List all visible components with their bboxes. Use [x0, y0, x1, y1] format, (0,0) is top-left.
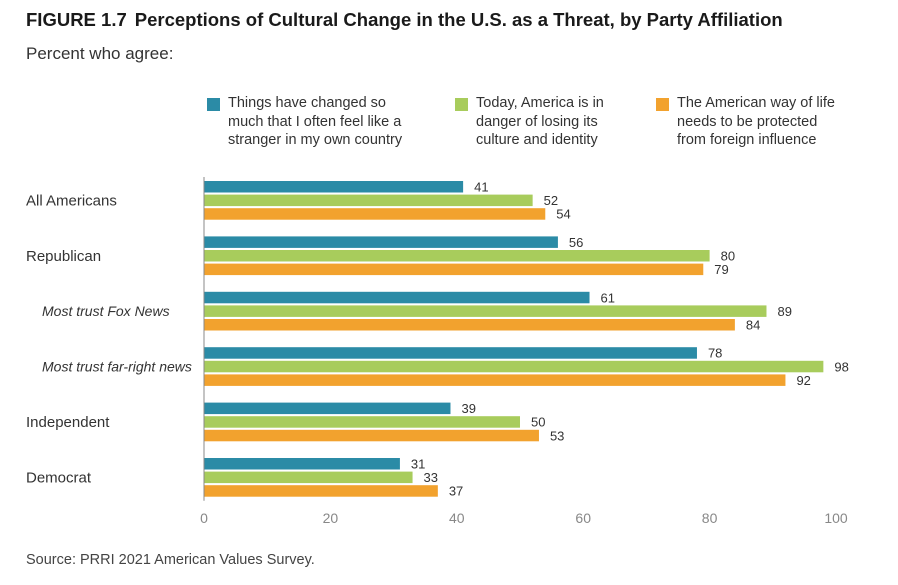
x-tick-label: 60 — [575, 510, 591, 526]
bar — [204, 319, 735, 331]
category-label: Most trust far-right news — [42, 359, 192, 375]
bar — [204, 236, 558, 248]
data-label: 50 — [531, 415, 545, 430]
figure-number: FIGURE 1.7 — [26, 9, 127, 30]
source-note: Source: PRRI 2021 American Values Survey… — [26, 552, 315, 568]
bar — [204, 402, 451, 415]
data-label: 92 — [796, 373, 810, 388]
bar — [204, 458, 400, 470]
figure-title: Perceptions of Cultural Change in the U.… — [134, 9, 783, 30]
legend-item-foreign: The American way of life needs to be prot… — [656, 94, 835, 150]
bar — [204, 374, 786, 386]
chart-subtitle: Percent who agree: — [26, 44, 174, 63]
bar — [204, 194, 533, 207]
bar — [204, 416, 520, 428]
data-label: 56 — [569, 235, 583, 250]
x-tick-label: 100 — [824, 510, 848, 526]
bar — [204, 305, 767, 317]
data-label: 37 — [449, 484, 463, 499]
data-label: 84 — [746, 318, 760, 333]
data-label: 33 — [424, 470, 438, 485]
x-tick-label: 20 — [323, 510, 339, 526]
bar — [204, 291, 590, 304]
data-label: 53 — [550, 428, 564, 443]
data-label: 39 — [461, 401, 475, 416]
x-tick-label: 0 — [200, 510, 208, 526]
data-label: 89 — [777, 304, 791, 319]
data-label: 52 — [544, 193, 558, 208]
data-label: 98 — [834, 359, 848, 374]
data-label: 61 — [601, 290, 615, 305]
x-tick-label: 40 — [449, 510, 465, 526]
bar — [204, 208, 546, 220]
category-label: Republican — [26, 248, 101, 265]
bar — [204, 471, 413, 484]
legend-swatch-teal — [207, 98, 220, 111]
bar — [204, 485, 438, 497]
bar — [204, 250, 710, 262]
bar — [204, 347, 697, 359]
legend-swatch-green — [455, 98, 468, 111]
bar — [204, 360, 824, 373]
bar — [204, 181, 464, 193]
data-label: 79 — [714, 262, 728, 277]
category-label: Democrat — [26, 469, 92, 486]
legend-item-stranger: Things have changed so much that I often … — [207, 94, 402, 150]
data-label: 41 — [474, 180, 488, 195]
chart-title: FIGURE 1.7 Perceptions of Cultural Change… — [26, 9, 783, 31]
legend-swatch-orange — [656, 98, 669, 111]
data-label: 31 — [411, 457, 425, 472]
legend-label: Things have changed so much that I often … — [228, 95, 403, 148]
data-label: 80 — [721, 249, 735, 264]
bar — [204, 429, 539, 442]
data-label: 54 — [556, 207, 570, 222]
x-tick-label: 80 — [702, 510, 718, 526]
legend-item-culture: Today, America is in danger of losing its… — [455, 94, 604, 150]
category-label: Most trust Fox News — [42, 303, 170, 319]
data-label: 78 — [708, 346, 722, 361]
bar — [204, 263, 704, 276]
category-label: All Americans — [26, 192, 117, 209]
legend-label: Today, America is in danger of losing its… — [476, 95, 604, 148]
legend-label: The American way of life needs to be prot… — [677, 95, 835, 148]
category-label: Independent — [26, 414, 110, 431]
